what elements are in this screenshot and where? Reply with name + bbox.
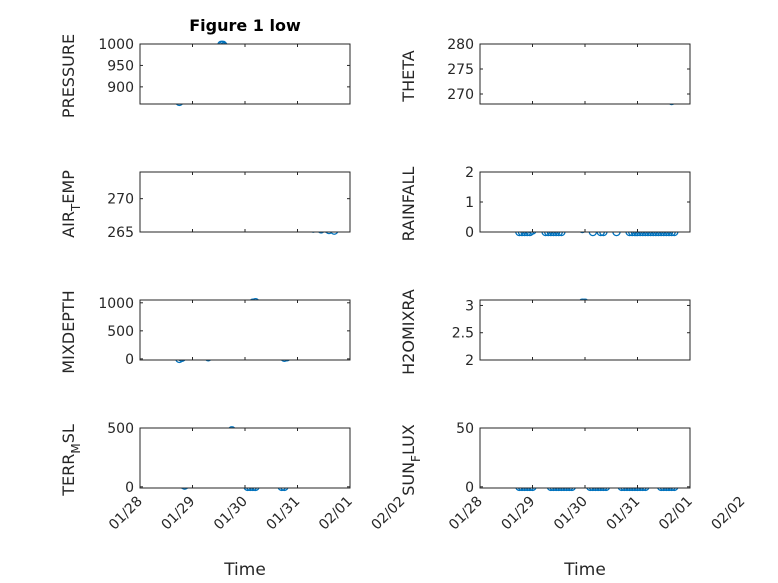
y-axis-label: MIXDEPTH <box>59 290 78 373</box>
y-tick-label: 1000 <box>98 296 134 312</box>
y-tick-label: 275 <box>447 62 474 78</box>
y-tick-label: 2.5 <box>452 326 474 342</box>
y-axis-label: TERRMSL <box>59 424 83 497</box>
y-axis-label: PRESSURE <box>59 34 78 118</box>
x-tick-label: 01/30 <box>551 494 591 534</box>
axes-frame <box>139 171 351 233</box>
y-tick-label: 280 <box>447 37 474 53</box>
y-tick-label: 50 <box>456 421 474 437</box>
y-tick-label: 0 <box>125 480 134 496</box>
panel-rainfall: 0 1 2 RAINFALL <box>399 165 691 242</box>
panel-terr_msl: 0 500 TERRMSL 01/28 01/29 01/30 01/31 02/01 02/0… <box>59 421 408 580</box>
x-tick-label: 01/29 <box>158 494 198 534</box>
axes-frame <box>479 43 691 105</box>
y-tick-label: 1 <box>465 195 474 211</box>
y-tick-label: 3 <box>465 298 474 314</box>
y-axis-label: RAINFALL <box>399 167 418 242</box>
panel-pressure: 900 950 1000 PRESSURE Figure 1 low <box>59 16 351 118</box>
x-tick-label: 02/01 <box>316 494 356 534</box>
x-tick-label: 01/28 <box>446 494 486 534</box>
y-axis-label: SUNFLUX <box>399 424 423 496</box>
y-tick-label: 0 <box>465 225 474 241</box>
chart-title: Figure 1 low <box>189 16 301 35</box>
y-axis-label: THETA <box>399 50 418 102</box>
y-axis-label: AIRTEMP <box>59 170 83 238</box>
x-tick-label: 02/02 <box>708 494 748 534</box>
panel-sun_flux: 0 50 SUNFLUX 01/28 01/29 01/30 01/31 02/01 02/02… <box>399 421 748 580</box>
axes-frame <box>139 43 351 105</box>
axes-frame <box>139 299 351 361</box>
y-tick-label: 0 <box>125 352 134 368</box>
y-tick-label: 500 <box>107 324 134 340</box>
x-tick-label: 02/01 <box>656 494 696 534</box>
panel-h2omixra: 2 2.5 3 H2OMIXRA <box>399 289 691 375</box>
y-axis-label: H2OMIXRA <box>399 289 418 375</box>
y-tick-label: 500 <box>107 421 134 437</box>
y-tick-label: 270 <box>447 87 474 103</box>
axes-frame <box>479 427 691 489</box>
y-tick-label: 0 <box>465 480 474 496</box>
x-tick-label: 01/30 <box>211 494 251 534</box>
y-tick-label: 1000 <box>98 37 134 53</box>
y-tick-label: 265 <box>107 225 134 241</box>
x-axis-label: Time <box>223 560 266 580</box>
x-tick-label: 02/02 <box>368 494 408 534</box>
panel-air_temp: 265 270 AIRTEMP <box>59 170 351 241</box>
y-tick-label: 2 <box>465 353 474 369</box>
axes-frame <box>479 171 691 233</box>
x-axis-label: Time <box>563 560 606 580</box>
axes-frame <box>479 299 691 361</box>
x-tick-label: 01/29 <box>498 494 538 534</box>
x-tick-label: 01/31 <box>603 494 643 534</box>
y-tick-label: 950 <box>107 58 134 74</box>
panel-theta: 270 275 280 THETA <box>399 37 691 106</box>
y-tick-label: 270 <box>107 192 134 208</box>
x-tick-label: 01/31 <box>263 494 303 534</box>
axes-frame <box>139 427 351 489</box>
panel-mixdepth: 0 500 1000 MIXDEPTH <box>59 290 351 374</box>
y-tick-label: 900 <box>107 80 134 96</box>
y-tick-label: 2 <box>465 165 474 181</box>
x-tick-label: 01/28 <box>106 494 146 534</box>
